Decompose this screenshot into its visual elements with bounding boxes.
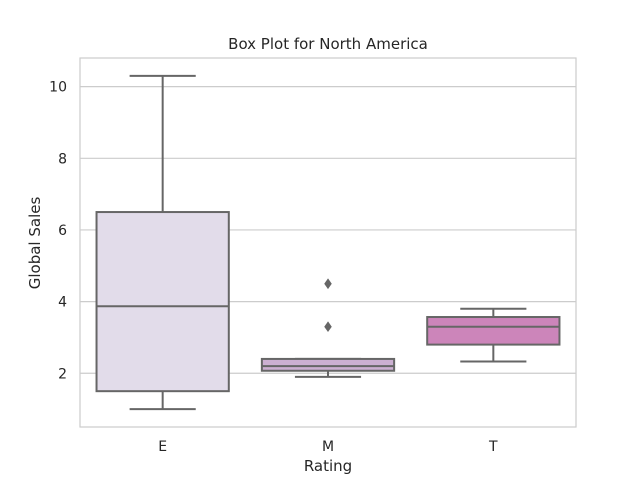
x-tick-label: T bbox=[488, 439, 498, 455]
y-tick-labels: 2 4 6 8 10 bbox=[49, 80, 67, 383]
y-axis-label: Global Sales bbox=[26, 197, 44, 290]
y-tick-label: 4 bbox=[58, 295, 67, 311]
y-tick-label: 2 bbox=[58, 366, 67, 382]
box-T bbox=[426, 316, 561, 346]
outlier-point bbox=[324, 321, 332, 333]
boxes-group bbox=[95, 74, 561, 411]
x-tick-label: M bbox=[322, 439, 334, 455]
y-tick-label: 6 bbox=[58, 223, 67, 239]
chart-title: Box Plot for North America bbox=[228, 35, 428, 53]
outlier-point bbox=[324, 278, 332, 290]
y-tick-label: 10 bbox=[49, 80, 67, 96]
x-axis-label: Rating bbox=[304, 457, 352, 475]
x-tick-label: E bbox=[158, 439, 167, 455]
box-M bbox=[260, 357, 396, 372]
box-E bbox=[95, 211, 230, 393]
y-tick-label: 8 bbox=[58, 151, 67, 167]
